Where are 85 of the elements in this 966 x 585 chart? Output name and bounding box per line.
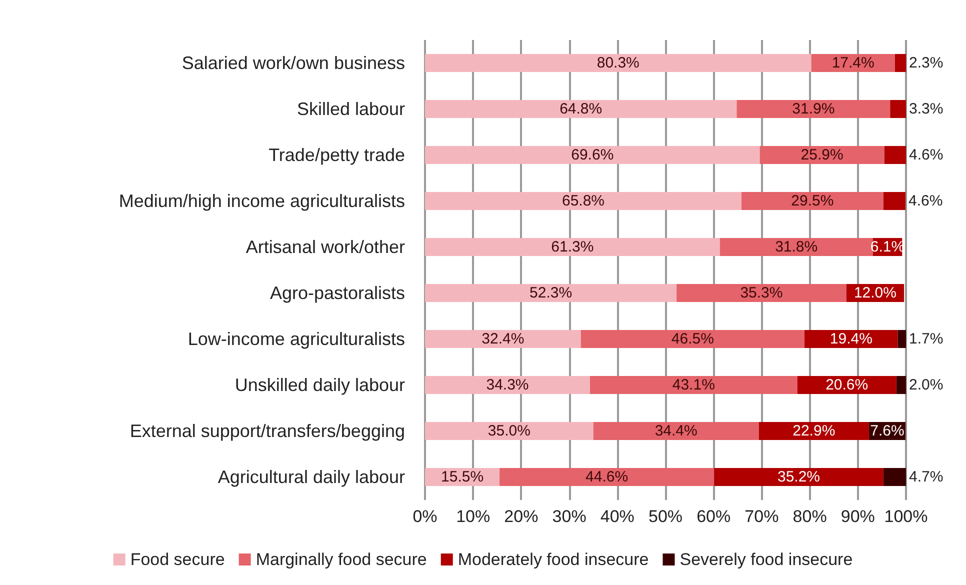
y-tick-label: Skilled labour	[296, 99, 406, 119]
bar	[425, 146, 760, 164]
bar	[714, 468, 884, 486]
data-label: 3.3%	[909, 100, 944, 118]
data-label: 46.5%	[671, 330, 714, 348]
x-tick-label: 80%	[792, 507, 827, 526]
bar	[898, 330, 906, 348]
data-label: 69.6%	[571, 146, 614, 164]
y-tick-label: Agricultural daily labour	[218, 467, 406, 487]
x-tick-label: 60%	[696, 507, 731, 526]
bar	[758, 422, 869, 440]
bar	[590, 376, 798, 394]
data-label: 29.5%	[791, 192, 834, 210]
data-label: 31.8%	[775, 238, 818, 256]
x-tick-label: 70%	[744, 507, 779, 526]
data-label: 61.3%	[551, 238, 594, 256]
bar	[593, 422, 759, 440]
bar	[720, 238, 873, 256]
bar	[425, 238, 720, 256]
data-label: 31.9%	[792, 100, 835, 118]
data-label: 2.3%	[909, 54, 944, 72]
y-tick-label: Medium/high income agriculturalists	[118, 191, 405, 211]
legend-label: Marginally food secure	[256, 550, 427, 569]
data-label: 7.6%	[870, 422, 904, 440]
bar	[676, 284, 846, 302]
y-tick-label: External support/transfers/begging	[130, 421, 405, 441]
data-label: 64.8%	[560, 100, 602, 118]
bar	[425, 422, 594, 440]
bar	[896, 376, 906, 394]
data-label: 22.9%	[792, 422, 836, 440]
bar	[742, 192, 884, 210]
bar	[425, 376, 590, 394]
data-label: 52.3%	[530, 284, 572, 302]
y-tick-label: Unskilled daily labour	[234, 375, 405, 395]
x-tick-label: 0%	[412, 507, 438, 526]
data-label: 32.4%	[482, 330, 524, 348]
data-label: 19.4%	[830, 330, 872, 348]
x-tick-label: 50%	[648, 507, 683, 526]
legend-label: Moderately food insecure	[458, 550, 649, 569]
data-label: 35.3%	[740, 284, 783, 302]
data-label: 4.6%	[909, 146, 944, 164]
x-tick-label: 90%	[840, 507, 875, 526]
data-label: 2.0%	[909, 376, 944, 394]
bar	[425, 284, 677, 302]
y-tick-label: Agro-pastoralists	[270, 283, 405, 303]
bar	[884, 146, 906, 164]
bar	[425, 192, 742, 210]
data-label: 34.4%	[654, 422, 698, 440]
x-tick-label: 100%	[884, 507, 928, 526]
data-label: 20.6%	[826, 376, 868, 394]
data-label: 15.5%	[441, 468, 484, 486]
data-label: 4.6%	[908, 192, 943, 210]
bar	[580, 330, 805, 348]
data-label: 34.3%	[486, 376, 529, 394]
bar	[736, 100, 890, 118]
x-tick-label: 40%	[600, 507, 634, 526]
data-label: 35.2%	[777, 468, 820, 486]
data-label: 44.6%	[586, 468, 628, 486]
y-tick-label: Trade/petty trade	[268, 145, 405, 165]
data-label: 65.8%	[562, 192, 605, 210]
bar	[883, 468, 906, 486]
bar	[883, 192, 906, 210]
y-tick-label: Artisanal work/other	[246, 237, 405, 257]
x-tick-label: 10%	[456, 507, 490, 526]
data-label: 35.0%	[488, 422, 530, 440]
data-label: 12.0%	[854, 284, 896, 302]
data-label: 80.3%	[596, 54, 640, 72]
bar	[760, 146, 884, 164]
data-label: 25.9%	[800, 146, 844, 164]
bar	[425, 100, 737, 118]
x-tick-label: 20%	[504, 507, 538, 526]
x-tick-label: 30%	[552, 507, 586, 526]
bar	[890, 100, 906, 118]
bar	[425, 54, 812, 72]
data-label: 43.1%	[672, 376, 715, 394]
bar	[425, 330, 581, 348]
bar	[894, 54, 906, 72]
y-tick-label: Low-income agriculturalists	[188, 329, 405, 349]
bar	[500, 468, 714, 486]
data-label: 1.7%	[909, 330, 944, 348]
legend-label: Food secure	[130, 550, 225, 569]
data-label: 17.4%	[832, 54, 874, 72]
y-tick-label: Salaried work/own business	[182, 53, 405, 73]
legend-label: Severely food insecure	[680, 550, 853, 569]
data-label: 4.7%	[909, 468, 944, 486]
